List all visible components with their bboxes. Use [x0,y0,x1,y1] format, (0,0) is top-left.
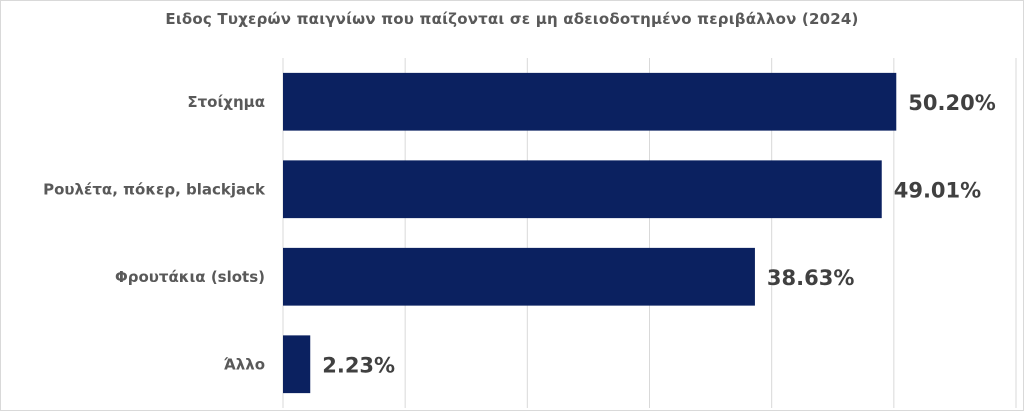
bars [283,72,897,394]
bar [283,335,311,394]
bar [283,160,882,219]
data-label: 38.63% [767,266,854,290]
data-label: 2.23% [322,353,395,377]
bar [283,247,755,306]
data-label: 49.01% [894,178,981,202]
category-label: Στοίχημα [187,93,265,111]
category-label: Ρουλέτα, πόκερ, blackjack [43,180,266,198]
labels: Στοίχημα 50.20% Ρουλέτα, πόκερ, blackjack 4… [43,91,996,378]
category-label: Φρουτάκια (slots) [115,268,265,286]
chart-title: Ειδος Τυχερών παιγνίων που παίζονται σε … [165,10,859,28]
bar [283,72,897,131]
data-label: 50.20% [908,91,995,115]
category-label: Άλλο [224,355,265,373]
